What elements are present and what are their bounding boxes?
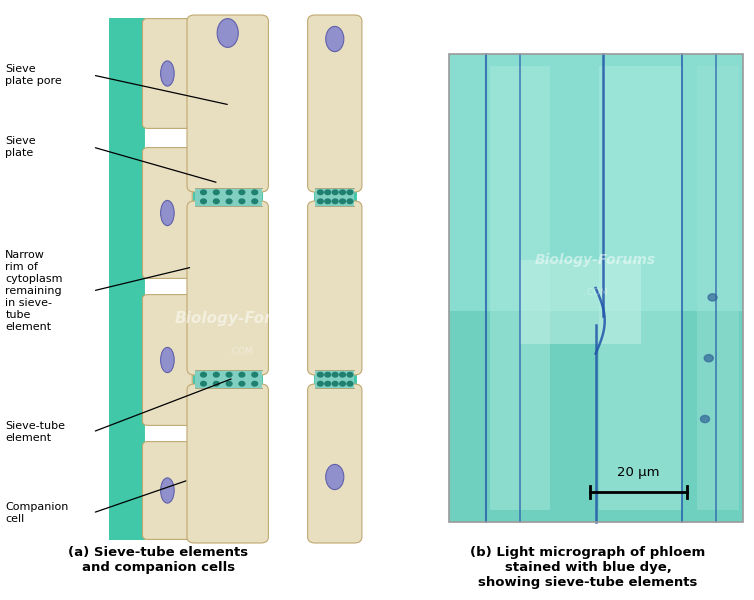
FancyBboxPatch shape	[315, 188, 354, 206]
Text: Sieve
plate: Sieve plate	[5, 136, 36, 158]
Circle shape	[213, 382, 219, 386]
FancyBboxPatch shape	[520, 260, 641, 344]
FancyBboxPatch shape	[143, 295, 192, 425]
FancyBboxPatch shape	[143, 148, 192, 278]
Circle shape	[333, 373, 338, 377]
Circle shape	[252, 199, 258, 203]
FancyBboxPatch shape	[143, 19, 192, 128]
Ellipse shape	[161, 347, 174, 373]
Text: 20 μm: 20 μm	[617, 466, 660, 479]
Text: (b) Light micrograph of phloem
stained with blue dye,
showing sieve-tube element: (b) Light micrograph of phloem stained w…	[470, 546, 706, 589]
FancyBboxPatch shape	[449, 54, 743, 522]
Circle shape	[340, 373, 345, 377]
Text: (a) Sieve-tube elements
and companion cells: (a) Sieve-tube elements and companion ce…	[69, 546, 248, 574]
FancyBboxPatch shape	[599, 66, 682, 510]
Circle shape	[347, 190, 353, 194]
FancyBboxPatch shape	[490, 66, 550, 510]
Circle shape	[239, 190, 245, 194]
Circle shape	[333, 190, 338, 194]
Circle shape	[201, 199, 207, 203]
Circle shape	[226, 382, 232, 386]
Circle shape	[213, 199, 219, 203]
Circle shape	[226, 190, 232, 194]
Circle shape	[325, 373, 330, 377]
Ellipse shape	[161, 61, 174, 86]
FancyBboxPatch shape	[313, 18, 358, 540]
Circle shape	[347, 373, 353, 377]
Circle shape	[340, 199, 345, 203]
Circle shape	[239, 373, 245, 377]
FancyBboxPatch shape	[187, 15, 268, 192]
Circle shape	[239, 382, 245, 386]
Circle shape	[704, 355, 713, 362]
Circle shape	[226, 373, 232, 377]
Ellipse shape	[161, 200, 174, 226]
FancyBboxPatch shape	[308, 384, 362, 543]
FancyBboxPatch shape	[109, 18, 146, 540]
Ellipse shape	[326, 464, 344, 490]
FancyBboxPatch shape	[697, 66, 739, 510]
Circle shape	[333, 199, 338, 203]
Text: Sieve-tube
element: Sieve-tube element	[5, 421, 66, 443]
Text: Biology-Forums: Biology-Forums	[535, 253, 656, 267]
Ellipse shape	[161, 478, 174, 503]
Circle shape	[201, 373, 207, 377]
Circle shape	[708, 294, 717, 301]
Circle shape	[213, 373, 219, 377]
Circle shape	[226, 199, 232, 203]
FancyBboxPatch shape	[308, 201, 362, 375]
Circle shape	[252, 382, 258, 386]
Circle shape	[325, 190, 330, 194]
Circle shape	[317, 190, 323, 194]
Circle shape	[700, 415, 710, 422]
Text: .COM: .COM	[584, 288, 608, 297]
Text: .COM: .COM	[229, 346, 253, 355]
Circle shape	[317, 199, 323, 203]
Circle shape	[347, 382, 353, 386]
FancyBboxPatch shape	[192, 18, 264, 540]
FancyBboxPatch shape	[308, 15, 362, 192]
Circle shape	[340, 190, 345, 194]
Ellipse shape	[217, 19, 238, 47]
FancyBboxPatch shape	[187, 201, 268, 375]
Ellipse shape	[326, 26, 344, 52]
Circle shape	[252, 190, 258, 194]
FancyBboxPatch shape	[195, 370, 262, 388]
FancyBboxPatch shape	[143, 442, 192, 539]
FancyBboxPatch shape	[187, 384, 268, 543]
Circle shape	[317, 382, 323, 386]
Circle shape	[201, 382, 207, 386]
FancyBboxPatch shape	[449, 54, 743, 311]
Text: Sieve
plate pore: Sieve plate pore	[5, 64, 62, 86]
Circle shape	[252, 373, 258, 377]
Circle shape	[325, 199, 330, 203]
Circle shape	[201, 190, 207, 194]
FancyBboxPatch shape	[449, 311, 743, 522]
Circle shape	[239, 199, 245, 203]
Circle shape	[333, 382, 338, 386]
Circle shape	[347, 199, 353, 203]
Circle shape	[325, 382, 330, 386]
FancyBboxPatch shape	[315, 370, 354, 388]
Text: Companion
cell: Companion cell	[5, 502, 69, 524]
Circle shape	[340, 382, 345, 386]
Text: Biology-Forums: Biology-Forums	[174, 311, 308, 325]
Circle shape	[317, 373, 323, 377]
Circle shape	[213, 190, 219, 194]
Text: Narrow
rim of
cytoplasm
remaining
in sieve-
tube
element: Narrow rim of cytoplasm remaining in sie…	[5, 250, 63, 332]
FancyBboxPatch shape	[195, 188, 262, 206]
